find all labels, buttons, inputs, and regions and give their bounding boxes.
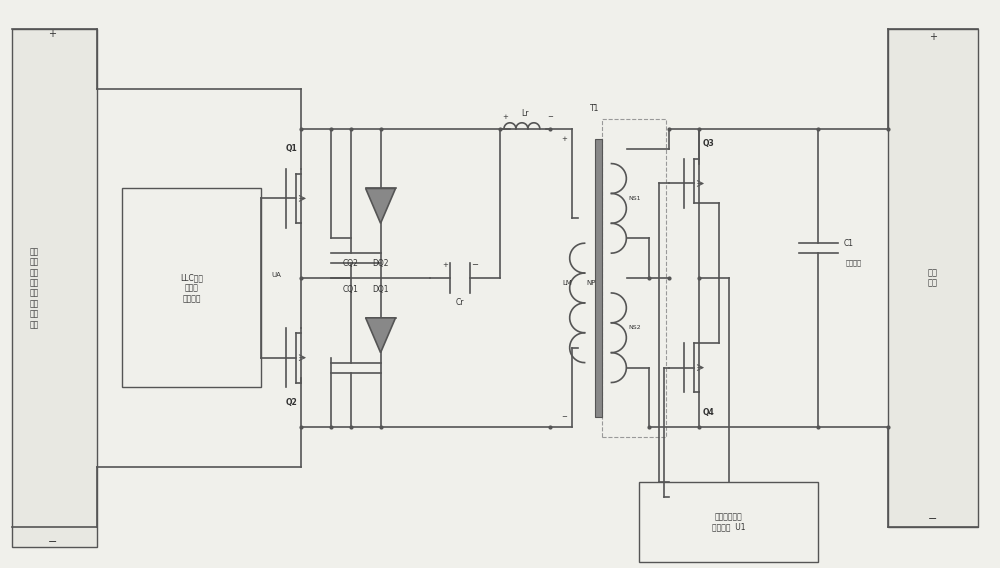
Text: +: + [502,114,508,120]
Text: DQ1: DQ1 [372,286,389,294]
FancyBboxPatch shape [639,482,818,562]
Text: −: − [472,261,479,270]
Text: Q2: Q2 [285,398,297,407]
Text: 专用同步整流
驱动芯片  U1: 专用同步整流 驱动芯片 U1 [712,512,746,532]
Text: UA: UA [271,272,281,278]
Text: CQ2: CQ2 [343,258,359,268]
FancyBboxPatch shape [12,29,97,547]
Polygon shape [366,318,396,353]
Text: CQ1: CQ1 [343,286,359,294]
Text: C1: C1 [843,239,853,248]
Text: T1: T1 [590,105,599,114]
FancyBboxPatch shape [595,139,602,417]
Text: Lr: Lr [521,109,529,118]
FancyBboxPatch shape [888,29,978,527]
Text: 输出电容: 输出电容 [845,260,861,266]
Text: Cr: Cr [456,298,464,307]
Text: +: + [562,136,568,141]
Text: NS2: NS2 [628,325,641,330]
Text: LLC谐振
变换器
控制芯片: LLC谐振 变换器 控制芯片 [180,273,203,303]
Text: NP: NP [587,280,596,286]
Text: NS1: NS1 [628,196,641,201]
Text: +: + [48,29,56,39]
Polygon shape [366,189,396,223]
Text: Q1: Q1 [285,144,297,153]
Text: Q3: Q3 [703,139,715,148]
FancyBboxPatch shape [122,189,261,387]
Text: −: − [928,514,938,524]
Text: DQ2: DQ2 [372,258,389,268]
Text: +: + [929,32,937,42]
Text: −: − [547,114,553,120]
Text: 市电
输入
整流
滤波
后得
到的
直流
电压: 市电 输入 整流 滤波 后得 到的 直流 电压 [30,247,39,329]
Text: LM: LM [563,280,573,286]
Text: −: − [48,537,57,547]
Text: −: − [562,414,568,420]
Text: 输出
电压: 输出 电压 [928,268,938,288]
Text: Q4: Q4 [703,408,715,417]
Text: +: + [442,262,448,268]
